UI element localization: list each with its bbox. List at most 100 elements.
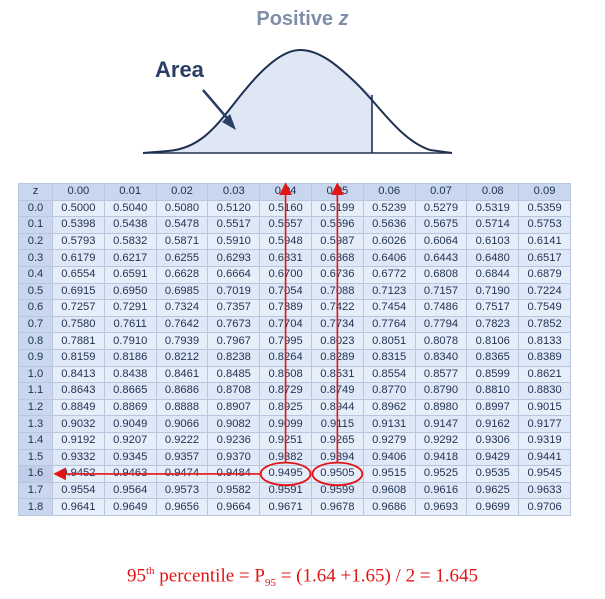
table-cell: 0.5040 bbox=[103, 199, 157, 218]
formula-text-part1: percentile = P bbox=[154, 565, 265, 587]
table-cell: 0.6443 bbox=[414, 249, 468, 267]
table-cell: 0.9147 bbox=[414, 415, 468, 433]
table-cell: 0.9625 bbox=[466, 481, 520, 500]
percentile-formula: 95th percentile = P95 = (1.64 +1.65) / 2… bbox=[0, 565, 605, 589]
table-header-row: z 0.00 0.01 0.02 0.03 0.04 0.05 0.06 0.07 0.08 0.0… bbox=[18, 183, 571, 201]
table-cell: 0.6664 bbox=[207, 265, 261, 284]
row-z-value: 0.6 bbox=[18, 299, 53, 317]
table-cell: 0.9633 bbox=[518, 481, 571, 500]
table-cell: 0.7823 bbox=[466, 315, 520, 334]
table-cell: 0.9115 bbox=[310, 415, 364, 433]
table-cell: 0.9641 bbox=[52, 498, 105, 516]
table-row: 0.9 0.8159 0.8186 0.8212 0.8238 0.8264 0.8289 0… bbox=[18, 348, 571, 367]
table-row: 1.3 0.9032 0.9049 0.9066 0.9082 0.9099 0.9115 0… bbox=[18, 415, 571, 433]
table-cell: 0.8790 bbox=[414, 382, 468, 400]
table-cell: 0.6406 bbox=[362, 249, 416, 267]
table-cell: 0.9706 bbox=[518, 498, 571, 516]
table-cell: 0.6591 bbox=[103, 265, 157, 284]
table-cell: 0.6064 bbox=[414, 232, 468, 251]
table-cell: 0.5478 bbox=[155, 216, 209, 234]
table-row: 1.1 0.8643 0.8665 0.8686 0.8708 0.8729 0.8749 0… bbox=[18, 382, 571, 400]
table-row: 1.0 0.8413 0.8438 0.8461 0.8485 0.8508 0.8531 0… bbox=[18, 365, 571, 384]
row-z-value: 0.0 bbox=[18, 199, 53, 218]
table-cell: 0.9678 bbox=[310, 498, 364, 516]
table-cell: 0.5596 bbox=[310, 216, 364, 234]
table-cell: 0.5279 bbox=[414, 199, 468, 218]
table-row: 1.7 0.9554 0.9564 0.9573 0.9582 0.9591 0.9599 0… bbox=[18, 481, 571, 500]
table-cell: 0.8621 bbox=[518, 365, 571, 384]
row-z-value: 1.7 bbox=[18, 481, 53, 500]
table-cell: 0.6331 bbox=[259, 249, 312, 267]
table-cell: 0.8485 bbox=[207, 365, 261, 384]
table-row: 0.6 0.7257 0.7291 0.7324 0.7357 0.7389 0.7422 0… bbox=[18, 299, 571, 317]
table-cell: 0.9495 bbox=[259, 465, 312, 483]
table-cell: 0.8078 bbox=[414, 332, 468, 350]
table-cell: 0.6879 bbox=[518, 265, 571, 284]
table-row: 0.1 0.5398 0.5438 0.5478 0.5517 0.5557 0.5596 0… bbox=[18, 216, 571, 234]
table-cell: 0.5359 bbox=[518, 199, 571, 218]
table-cell: 0.9099 bbox=[259, 415, 312, 433]
table-cell: 0.9616 bbox=[414, 481, 468, 500]
column-header: 0.04 bbox=[259, 183, 312, 201]
table-row: 0.7 0.7580 0.7611 0.7642 0.7673 0.7704 0.7734 0… bbox=[18, 315, 571, 334]
table-cell: 0.8531 bbox=[310, 365, 364, 384]
table-cell: 0.8212 bbox=[155, 348, 209, 367]
table-cell: 0.7734 bbox=[310, 315, 364, 334]
row-z-value: 0.5 bbox=[18, 282, 53, 301]
title-variable: z bbox=[338, 8, 349, 30]
table-cell: 0.8051 bbox=[362, 332, 416, 350]
table-cell: 0.9222 bbox=[155, 431, 209, 450]
table-cell: 0.9207 bbox=[103, 431, 157, 450]
table-cell: 0.6141 bbox=[518, 232, 571, 251]
table-cell: 0.9292 bbox=[414, 431, 468, 450]
table-cell: 0.7549 bbox=[518, 299, 571, 317]
row-z-value: 0.4 bbox=[18, 265, 53, 284]
table-cell: 0.7580 bbox=[52, 315, 105, 334]
table-cell: 0.7486 bbox=[414, 299, 468, 317]
table-cell: 0.8159 bbox=[52, 348, 105, 367]
table-row: 1.5 0.9332 0.9345 0.9357 0.9370 0.9382 0.9394 0… bbox=[18, 448, 571, 467]
table-cell: 0.8599 bbox=[466, 365, 520, 384]
table-cell: 0.9370 bbox=[207, 448, 261, 467]
table-row: 1.6 0.9452 0.9463 0.9474 0.9484 0.9495 0.9505 0… bbox=[18, 465, 571, 483]
table-cell: 0.6736 bbox=[310, 265, 364, 284]
table-row: 0.5 0.6915 0.6950 0.6985 0.7019 0.7054 0.7088 0… bbox=[18, 282, 571, 301]
table-cell: 0.5199 bbox=[310, 199, 364, 218]
table-cell: 0.8907 bbox=[207, 398, 261, 417]
table-cell: 0.5120 bbox=[207, 199, 261, 218]
table-cell: 0.8686 bbox=[155, 382, 209, 400]
table-cell: 0.8508 bbox=[259, 365, 312, 384]
row-z-value: 0.8 bbox=[18, 332, 53, 350]
normal-curve-graphic bbox=[142, 48, 453, 154]
table-cell: 0.5793 bbox=[52, 232, 105, 251]
row-z-value: 1.4 bbox=[18, 431, 53, 450]
table-cell: 0.8729 bbox=[259, 382, 312, 400]
row-z-value: 1.0 bbox=[18, 365, 53, 384]
table-cell: 0.5319 bbox=[466, 199, 520, 218]
table-cell: 0.9306 bbox=[466, 431, 520, 450]
column-header: 0.09 bbox=[518, 183, 571, 201]
table-body: 0.0 0.5000 0.5040 0.5080 0.5120 0.5160 0.5199 0… bbox=[18, 199, 571, 516]
table-row: 0.8 0.7881 0.7910 0.7939 0.7967 0.7995 0.8023 0… bbox=[18, 332, 571, 350]
table-cell: 0.8944 bbox=[310, 398, 364, 417]
table-cell: 0.7611 bbox=[103, 315, 157, 334]
table-cell: 0.7764 bbox=[362, 315, 416, 334]
table-cell: 0.7673 bbox=[207, 315, 261, 334]
table-cell: 0.9535 bbox=[466, 465, 520, 483]
table-cell: 0.9649 bbox=[103, 498, 157, 516]
row-z-value: 0.7 bbox=[18, 315, 53, 334]
table-cell: 0.5160 bbox=[259, 199, 312, 218]
table-row: 0.3 0.6179 0.6217 0.6255 0.6293 0.6331 0.6368 0… bbox=[18, 249, 571, 267]
table-cell: 0.9463 bbox=[103, 465, 157, 483]
table-cell: 0.9032 bbox=[52, 415, 105, 433]
table-cell: 0.9345 bbox=[103, 448, 157, 467]
shaded-area bbox=[143, 50, 372, 153]
table-cell: 0.6179 bbox=[52, 249, 105, 267]
table-cell: 0.6480 bbox=[466, 249, 520, 267]
table-cell: 0.7123 bbox=[362, 282, 416, 301]
table-cell: 0.8106 bbox=[466, 332, 520, 350]
table-cell: 0.8289 bbox=[310, 348, 364, 367]
row-z-value: 1.2 bbox=[18, 398, 53, 417]
column-header: 0.03 bbox=[207, 183, 261, 201]
